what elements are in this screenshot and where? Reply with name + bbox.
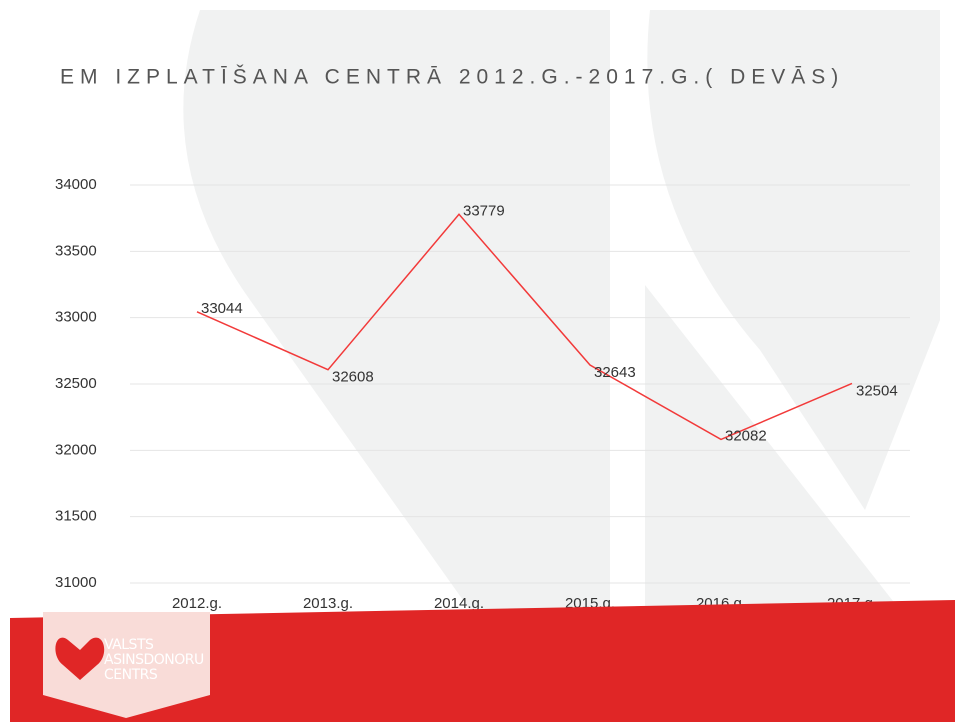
bg-heart-left xyxy=(183,10,611,610)
y-tick-label: 32000 xyxy=(55,441,97,458)
data-label: 32643 xyxy=(594,364,636,381)
data-label: 32082 xyxy=(725,427,767,444)
bg-heart-right xyxy=(647,10,940,510)
footer-band xyxy=(10,600,955,722)
logo-heart xyxy=(55,637,105,680)
y-tick-label: 34000 xyxy=(55,176,97,193)
x-tick-label: 2013.g. xyxy=(303,595,353,612)
line xyxy=(196,213,853,441)
logo-badge xyxy=(43,612,210,718)
logo-text: CENTRS xyxy=(104,667,158,683)
y-tick-label: 32500 xyxy=(55,375,97,392)
logo-text: VALSTS xyxy=(104,637,154,653)
data-label: 33044 xyxy=(201,300,243,317)
plot: 31000 31500 32000 32500 33000 33500 34000 2012.… xyxy=(55,176,910,612)
data-label: 33779 xyxy=(463,202,505,219)
logo-text: ASINSDONORU xyxy=(104,652,204,668)
x-tick-label: 2012.g. xyxy=(172,595,222,612)
bg-shape xyxy=(645,285,900,610)
y-tick-label: 31500 xyxy=(55,508,97,525)
x-tick-label: 2014.g. xyxy=(434,595,484,612)
y-tick-label: 31000 xyxy=(55,574,97,591)
y-tick-label: 33500 xyxy=(55,242,97,259)
data-label: 32608 xyxy=(332,369,374,386)
data-label: 32504 xyxy=(856,382,898,399)
y-tick-label: 33000 xyxy=(55,309,97,326)
chart-title: EM IZPLATĪŠANA CENTRĀ 2012.G.-2017.G.( D… xyxy=(60,66,844,89)
